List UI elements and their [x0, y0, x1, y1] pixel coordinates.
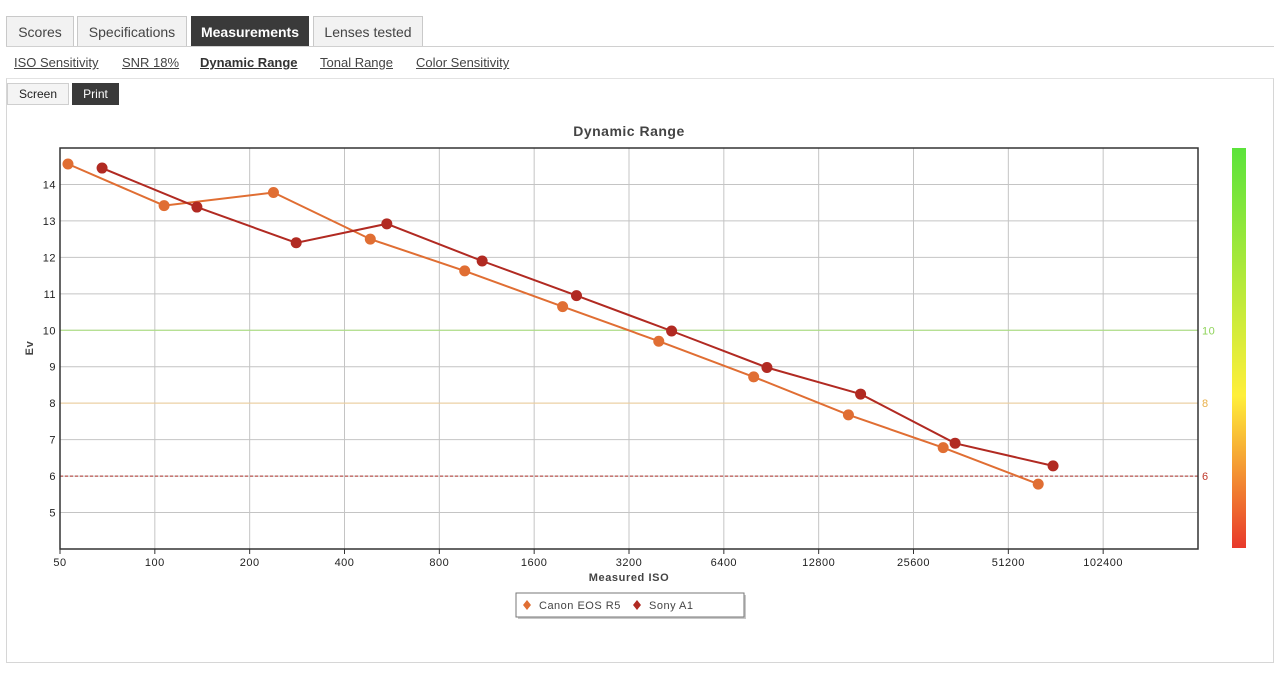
subnav-color-sensitivity[interactable]: Color Sensitivity — [416, 55, 510, 70]
data-point[interactable] — [191, 201, 203, 213]
reference-lines: 10 8 6 — [60, 325, 1215, 483]
y-tick-label: 13 — [43, 216, 56, 228]
legend-marker — [523, 600, 531, 610]
data-point[interactable] — [364, 233, 376, 245]
x-axis-label: Measured ISO — [589, 572, 670, 584]
data-point[interactable] — [1032, 478, 1044, 490]
dynamic-range-color-scale — [1232, 148, 1246, 548]
screen-view-button[interactable]: Screen — [7, 83, 69, 105]
subnav-tonal-range[interactable]: Tonal Range — [320, 55, 393, 70]
legend-marker — [633, 600, 641, 610]
tab-lenses-tested[interactable]: Lenses tested — [313, 16, 423, 46]
y-tick-label: 6 — [49, 471, 56, 483]
data-point[interactable] — [855, 388, 867, 400]
y-tick-label: 8 — [49, 398, 56, 410]
subnav-snr-18[interactable]: SNR 18% — [122, 55, 180, 70]
x-tick-label: 25600 — [897, 557, 930, 569]
series-line-1 — [67, 163, 1039, 486]
x-tick-label: 800 — [429, 557, 449, 569]
y-tick-label: 7 — [49, 435, 56, 447]
x-tick-label: 12800 — [802, 557, 835, 569]
tab-specifications[interactable]: Specifications — [77, 16, 187, 46]
legend-item-label[interactable]: Sony A1 — [649, 600, 693, 612]
print-view-button[interactable]: Print — [72, 83, 119, 105]
x-tick-label: 102400 — [1083, 557, 1123, 569]
data-point[interactable] — [476, 255, 488, 267]
reference-label-6: 6 — [1202, 471, 1209, 483]
y-axis-label: Ev — [24, 340, 36, 355]
data-point[interactable] — [761, 361, 773, 373]
data-point[interactable] — [158, 200, 170, 212]
data-point[interactable] — [290, 237, 302, 249]
tab-divider — [6, 46, 1274, 47]
x-tick-label: 51200 — [992, 557, 1025, 569]
data-point[interactable] — [748, 371, 760, 383]
data-point[interactable] — [937, 442, 949, 454]
reference-label-8: 8 — [1202, 398, 1209, 410]
chart-panel — [6, 78, 1274, 663]
data-point[interactable] — [459, 265, 471, 277]
data-point[interactable] — [666, 325, 678, 337]
chart-legend: Canon EOS R5 Sony A1 — [515, 592, 746, 619]
series-line-2 — [101, 167, 1054, 467]
reference-label-10: 10 — [1202, 325, 1215, 337]
data-point[interactable] — [267, 186, 279, 198]
chart-title: Dynamic Range — [573, 123, 685, 139]
y-tick-label: 5 — [49, 508, 56, 520]
data-point[interactable] — [653, 335, 665, 347]
data-point[interactable] — [949, 437, 961, 449]
tab-scores[interactable]: Scores — [6, 16, 74, 46]
data-point[interactable] — [842, 409, 854, 421]
data-point[interactable] — [96, 162, 108, 174]
data-point[interactable] — [62, 158, 74, 170]
x-tick-label: 400 — [335, 557, 355, 569]
chart-grid — [60, 148, 1198, 549]
legend-item-label[interactable]: Canon EOS R5 — [539, 600, 621, 612]
y-tick-label: 14 — [43, 179, 56, 191]
x-tick-label: 1600 — [521, 557, 547, 569]
x-axis-ticks: 50 100 200 400 800 1600 3200 6400 12800 25600 5120… — [53, 549, 1123, 569]
data-point[interactable] — [1047, 460, 1059, 472]
data-point[interactable] — [570, 290, 582, 302]
subnav-iso-sensitivity[interactable]: ISO Sensitivity — [14, 55, 99, 70]
tab-measurements[interactable]: Measurements — [191, 16, 309, 46]
y-axis-ticks: 5 6 7 8 9 10 11 12 13 14 — [43, 179, 56, 519]
chart-series — [62, 158, 1059, 490]
x-tick-label: 6400 — [711, 557, 737, 569]
x-tick-label: 3200 — [616, 557, 642, 569]
y-tick-label: 11 — [44, 289, 56, 301]
y-tick-label: 9 — [49, 362, 56, 374]
x-tick-label: 200 — [240, 557, 260, 569]
data-point[interactable] — [557, 301, 569, 313]
x-tick-label: 100 — [145, 557, 165, 569]
subnav-dynamic-range[interactable]: Dynamic Range — [200, 55, 298, 70]
y-tick-label: 12 — [43, 252, 56, 264]
data-point[interactable] — [381, 218, 393, 230]
y-tick-label: 10 — [43, 325, 56, 337]
x-tick-label: 50 — [53, 557, 66, 569]
